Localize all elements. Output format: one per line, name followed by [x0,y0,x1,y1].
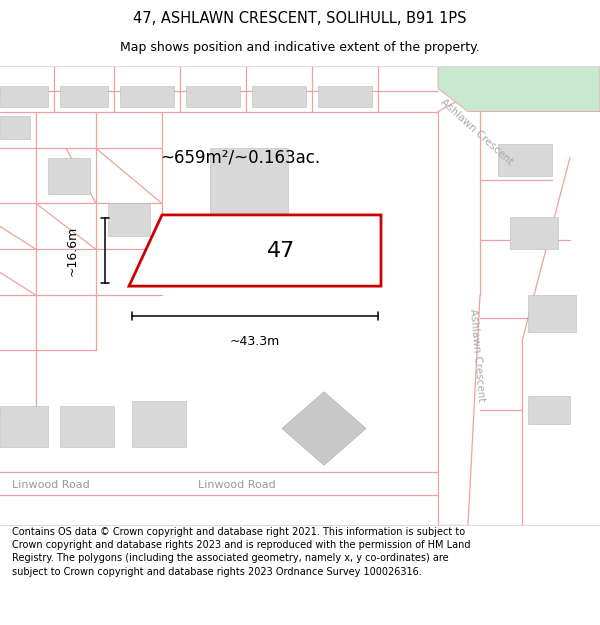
Bar [528,396,570,424]
Text: 47, ASHLAWN CRESCENT, SOLIHULL, B91 1PS: 47, ASHLAWN CRESCENT, SOLIHULL, B91 1PS [133,11,467,26]
Text: ~16.6m: ~16.6m [65,226,79,276]
Polygon shape [282,392,366,465]
Bar [318,86,372,107]
Text: Linwood Road: Linwood Road [12,479,90,489]
Polygon shape [438,66,600,111]
Bar [210,148,288,213]
Text: Contains OS data © Crown copyright and database right 2021. This information is : Contains OS data © Crown copyright and d… [12,527,470,576]
Text: ~659m²/~0.163ac.: ~659m²/~0.163ac. [160,149,320,166]
Bar [252,86,306,107]
Polygon shape [129,215,381,286]
Bar [528,295,576,332]
Bar [0,86,48,107]
Text: Ashlawn Crescent: Ashlawn Crescent [439,98,515,167]
Bar [0,406,48,447]
Bar [132,401,186,447]
Text: ~43.3m: ~43.3m [230,335,280,348]
Text: Linwood Road: Linwood Road [198,479,276,489]
Bar [120,86,174,107]
Bar [0,116,30,139]
Bar [60,406,114,447]
Text: Ashlawn Crescent: Ashlawn Crescent [468,308,486,402]
Text: Map shows position and indicative extent of the property.: Map shows position and indicative extent… [120,41,480,54]
Bar [60,86,108,107]
Bar [186,86,240,107]
Text: 47: 47 [267,241,295,261]
Bar [498,144,552,176]
Bar [48,158,90,194]
Bar [108,204,150,236]
Bar [510,217,558,249]
